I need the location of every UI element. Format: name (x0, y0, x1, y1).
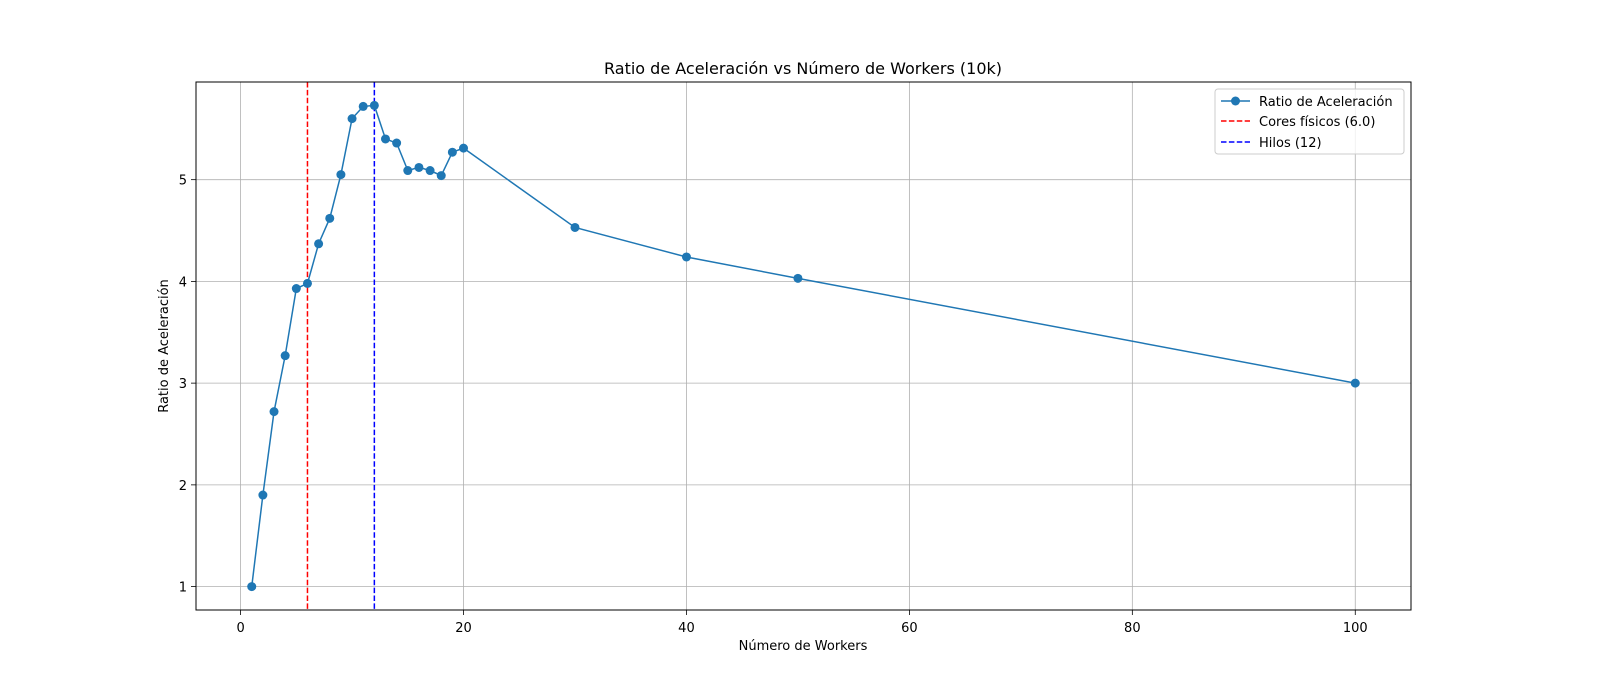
grid-lines (196, 82, 1411, 610)
plot-frame (195, 81, 1412, 611)
data-point (681, 252, 691, 262)
data-point (425, 166, 435, 176)
y-tick-label: 3 (179, 377, 187, 392)
y-tick-label: 4 (179, 275, 187, 290)
data-point (381, 134, 390, 144)
data-point (392, 138, 402, 148)
x-axis-ticks: 0 20 40 60 80 100 (236, 610, 1368, 636)
chart-title: Ratio de Aceleración vs Número de Worker… (604, 59, 1002, 78)
data-point (336, 170, 346, 180)
data-point (280, 351, 290, 361)
x-tick-label: 80 (1124, 621, 1141, 636)
data-point (570, 222, 580, 232)
y-axis-ticks: 1 2 3 4 5 (179, 174, 196, 596)
data-point (347, 114, 357, 124)
series-line (250, 104, 1356, 587)
data-point (291, 284, 301, 294)
legend-label-threads: Hilos (12) (1259, 136, 1322, 151)
x-axis-title: Número de Workers (739, 639, 868, 654)
data-point (369, 100, 379, 110)
data-point (403, 166, 413, 176)
y-axis-title: Ratio de Aceleración (157, 279, 172, 413)
data-point (447, 147, 457, 157)
data-point (258, 490, 268, 500)
x-tick-label: 100 (1343, 621, 1368, 636)
legend-label-speedup: Ratio de Aceleración (1259, 95, 1393, 110)
data-point (269, 407, 279, 417)
data-point (325, 213, 335, 223)
legend-marker-speedup (1231, 96, 1240, 106)
x-tick-label: 40 (678, 621, 695, 636)
data-point (793, 273, 803, 283)
reference-lines (306, 82, 376, 610)
legend-label-cores: Cores físicos (6.0) (1259, 115, 1375, 130)
legend-box (1214, 88, 1405, 155)
data-point (414, 162, 424, 172)
data-point (358, 101, 368, 111)
y-tick-label: 2 (179, 479, 187, 494)
y-tick-label: 1 (179, 581, 187, 596)
y-tick-label: 5 (179, 174, 187, 189)
data-point (314, 239, 324, 249)
x-tick-label: 20 (455, 621, 472, 636)
data-point (459, 143, 469, 153)
data-point (302, 278, 312, 288)
legend: Ratio de Aceleración Cores físicos (6.0)… (1214, 88, 1405, 155)
x-tick-label: 60 (901, 621, 918, 636)
data-point (247, 582, 257, 592)
x-tick-label: 0 (236, 621, 244, 636)
data-point (1350, 378, 1360, 388)
data-series (247, 100, 1360, 592)
data-point (436, 171, 446, 181)
